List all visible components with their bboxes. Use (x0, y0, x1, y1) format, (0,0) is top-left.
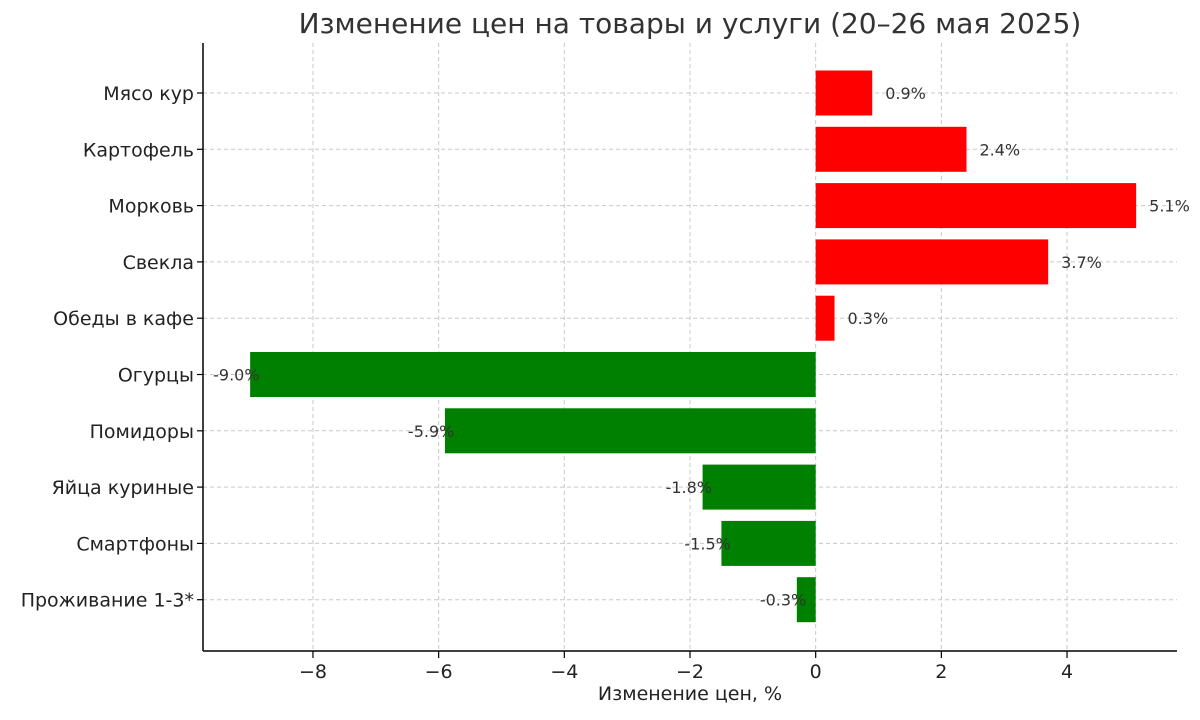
axes-layer: −8 −6 −4 −2 0 2 4 Мясо кур Картофель Морковь Свекл… (21, 43, 1177, 683)
x-tick-label: −6 (425, 661, 453, 683)
grid-layer (203, 43, 1177, 651)
bar-increase (815, 239, 1049, 285)
data-label: 0.3% (848, 309, 889, 328)
data-label: -1.8% (666, 478, 712, 497)
chart-title: Изменение цен на товары и услуги (20–26 … (299, 7, 1082, 40)
category-label: Мясо кур (103, 83, 194, 105)
bar-decrease (250, 352, 816, 397)
data-label: -1.5% (684, 534, 730, 553)
bar-decrease (796, 577, 816, 623)
data-label: 0.9% (885, 84, 926, 103)
category-label: Проживание 1-3* (21, 590, 194, 612)
x-tick-label: −2 (676, 661, 704, 683)
data-label: -0.3% (760, 591, 806, 610)
x-tick-label: −4 (550, 661, 578, 683)
data-label: -9.0% (213, 366, 259, 385)
bar-decrease (444, 408, 816, 454)
bar-decrease (702, 464, 816, 510)
bar-decrease (721, 520, 816, 566)
data-label: 3.7% (1061, 253, 1102, 272)
x-axis-title: Изменение цен, % (598, 683, 782, 705)
category-label: Картофель (83, 139, 194, 161)
x-tick-label: 2 (935, 661, 947, 683)
category-label: Свекла (123, 252, 194, 274)
bar-increase (815, 70, 873, 116)
category-label: Морковь (108, 196, 194, 218)
category-label: Обеды в кафе (53, 308, 194, 330)
data-label: -5.9% (408, 422, 454, 441)
data-label: 5.1% (1149, 197, 1190, 216)
x-tick-label: 0 (810, 661, 822, 683)
x-tick-label: 4 (1061, 661, 1073, 683)
bar-increase (815, 183, 1137, 229)
x-tick-label: −8 (299, 661, 327, 683)
category-label: Яйца куриные (52, 477, 194, 499)
bars-layer (250, 70, 1137, 623)
category-label: Помидоры (90, 421, 194, 443)
category-label: Смартфоны (76, 533, 194, 555)
bar-increase (815, 126, 967, 172)
data-labels-layer: 0.9% 2.4% 5.1% 3.7% 0.3% -9.0% -5.9% -1.8% -1.5%… (213, 84, 1190, 610)
data-label: 2.4% (979, 140, 1020, 159)
bar-increase (815, 295, 835, 341)
category-label: Огурцы (118, 365, 194, 387)
